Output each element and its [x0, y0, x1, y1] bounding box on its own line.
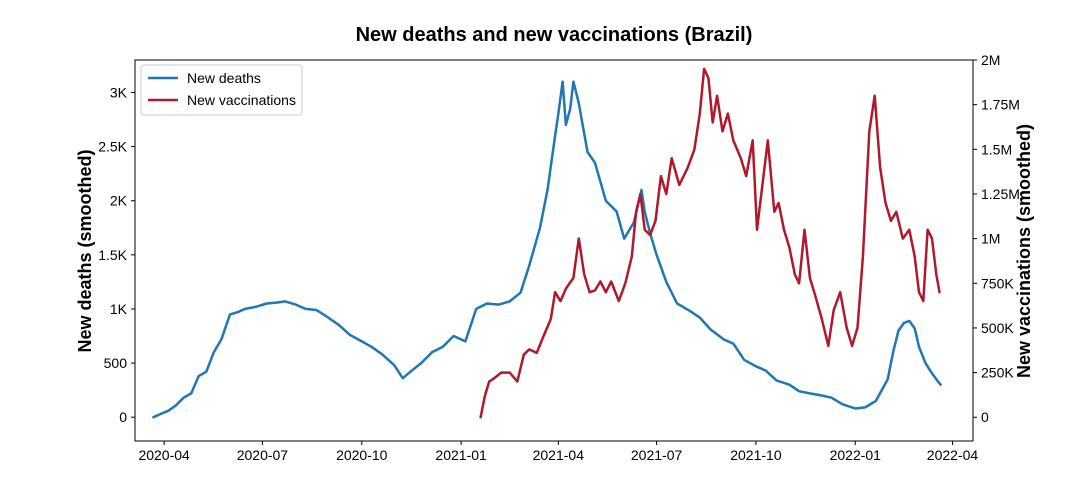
right-tick-label-250k: 250K [981, 365, 1014, 381]
right-tick-label-500k: 500K [981, 320, 1014, 336]
legend-label-new-vaccinations: New vaccinations [187, 92, 296, 108]
plot-lines [152, 67, 942, 419]
series-line-new-vaccinations [479, 67, 941, 419]
right-tick-label-1m: 1M [981, 231, 1000, 247]
plot-frame [134, 59, 974, 442]
right-tick-label-1-25m: 1.25M [981, 186, 1020, 202]
x-tick-label-2021-07: 2021-07 [631, 447, 683, 463]
left-tick-label-3k: 3K [110, 84, 128, 100]
x-tick-label-2021-04: 2021-04 [533, 447, 585, 463]
x-tick-label-2020-04: 2020-04 [138, 447, 190, 463]
series-line-new-deaths [152, 80, 942, 419]
x-tick-label-2022-04: 2022-04 [927, 447, 979, 463]
chart-title: New deaths and new vaccinations (Brazil) [355, 24, 753, 46]
x-tick-label-2021-01: 2021-01 [435, 447, 487, 463]
right-axis: 0 250K 500K 750K 1M 1.25M 1.5M 1.75M 2M [973, 52, 1020, 425]
right-tick-label-2m: 2M [981, 52, 1000, 68]
left-tick-label-0: 0 [119, 409, 127, 425]
right-tick-label-750k: 750K [981, 275, 1014, 291]
right-tick-label-0: 0 [981, 409, 989, 425]
legend-box [140, 64, 303, 116]
x-tick-label-2020-07: 2020-07 [237, 447, 289, 463]
x-axis: 2020-04 2020-07 2020-10 2021-01 2021-04 2021-… [138, 441, 978, 463]
x-tick-label-2020-10: 2020-10 [336, 447, 388, 463]
legend: New deaths New vaccinations [140, 64, 303, 116]
left-tick-label-500: 500 [104, 355, 128, 371]
left-tick-label-1-5k: 1.5K [98, 247, 127, 263]
legend-label-new-deaths: New deaths [187, 70, 261, 86]
left-axis: 0 500 1K 1.5K 2K 2.5K 3K [98, 84, 135, 425]
x-tick-label-2022-01: 2022-01 [830, 447, 882, 463]
right-axis-label: New vaccinations (smoothed) [1014, 124, 1034, 378]
left-tick-label-2k: 2K [110, 193, 128, 209]
left-tick-label-2-5k: 2.5K [98, 139, 127, 155]
left-axis-label: New deaths (smoothed) [75, 149, 95, 352]
left-tick-label-1k: 1K [110, 301, 128, 317]
right-tick-label-1-75m: 1.75M [981, 97, 1020, 113]
x-tick-label-2021-10: 2021-10 [730, 447, 782, 463]
right-tick-label-1-5m: 1.5M [981, 141, 1012, 157]
